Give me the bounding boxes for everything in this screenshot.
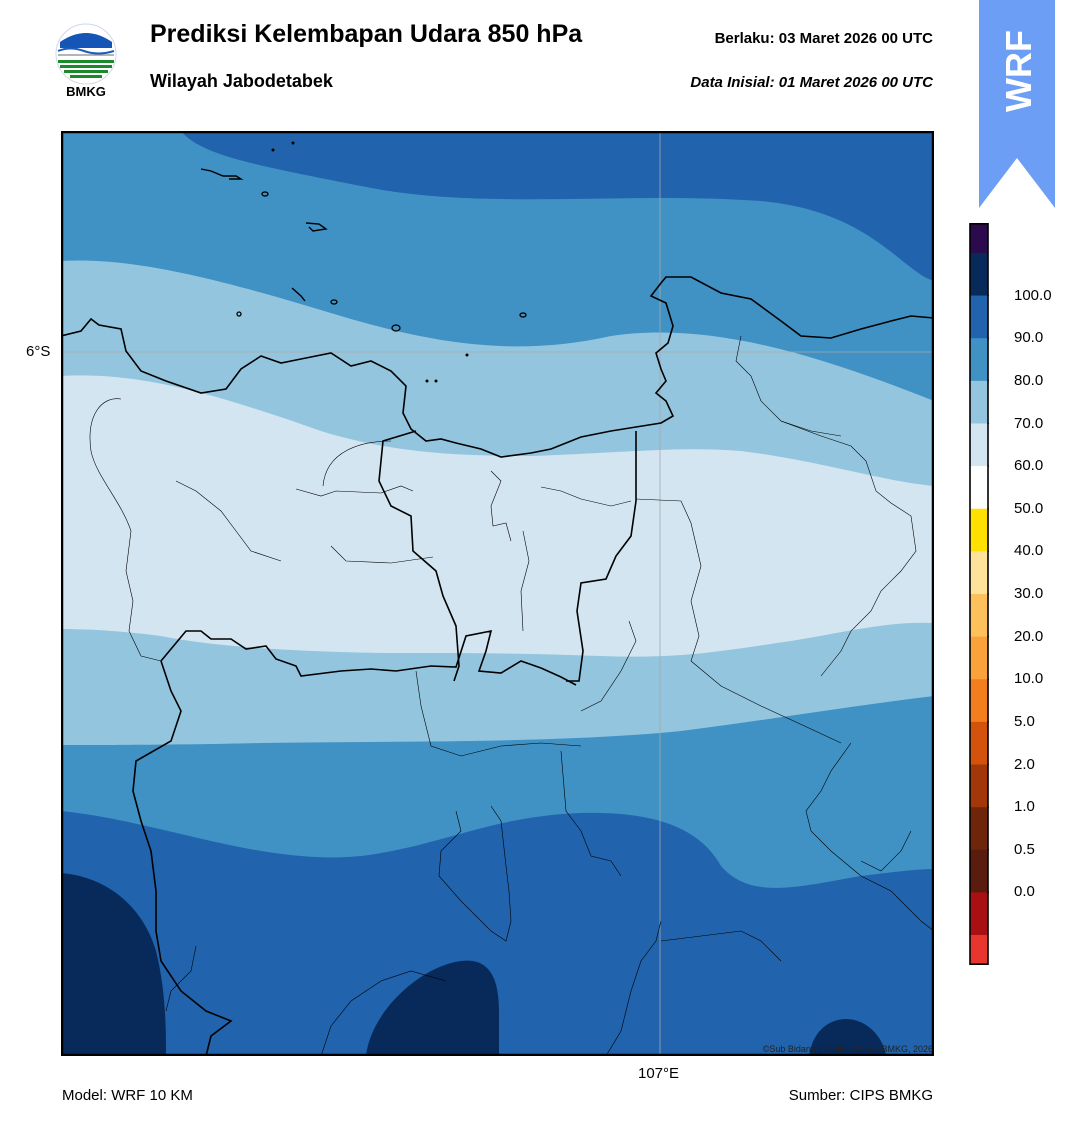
map-frame [61,131,934,1056]
longitude-label: 107°E [638,1065,680,1082]
colorbar-label: 30.0 [1014,585,1044,602]
colorbar-label: 40.0 [1014,542,1044,560]
province-boundary-south [160,629,577,686]
map-title: Prediksi Kelembapan Udara 850 hPa [150,20,583,48]
colorbar-label: 70.0 [1014,414,1044,432]
island-thousand-9 [465,353,469,357]
wrf-badge-text: WRF [998,30,1039,112]
colorbar-segment [970,679,988,723]
colorbar-segment [970,466,988,510]
colorbar [969,223,989,965]
island-thousand-3 [291,287,306,302]
island-thousand-8 [236,311,242,317]
island-thousand-4 [261,191,269,197]
island-thousand-13 [291,141,295,145]
humidity-band-80-90-north [181,131,934,281]
java-north-coastline [61,276,934,458]
regency-boundaries [89,335,934,1056]
colorbar-segment [970,508,988,552]
humidity-band-90-100-south [366,960,499,1056]
humidity-band-80-90-south [61,811,934,1056]
colorbar-label: 20.0 [1014,627,1044,645]
colorbar-segment-bottom [970,935,988,965]
colorbar-segment [970,636,988,680]
colorbar-segment [970,423,988,467]
colorbar-label: 80.0 [1014,371,1044,389]
colorbar-label: 5.0 [1014,712,1035,730]
wrf-badge: WRF [979,0,1055,208]
colorbar-segment [970,807,988,851]
colorbar-label: 90.0 [1014,329,1044,347]
colorbar-label: 0.0 [1014,883,1035,901]
island-thousand-5 [330,299,338,305]
colorbar-segment [970,338,988,382]
model-label: Model: WRF 10 KM [62,1087,193,1104]
colorbar-label: 10.0 [1014,670,1044,688]
humidity-band-90-100-southwest [61,873,166,1056]
island-thousand-7 [519,312,527,318]
region-subtitle: Wilayah Jabodetabek [150,71,333,91]
colorbar-segment [970,380,988,424]
island-thousand-1 [200,168,244,180]
province-boundary-east [566,431,637,682]
colorbar-segment-top [970,223,988,253]
valid-time: Berlaku: 03 Maret 2026 00 UTC [714,30,933,47]
colorbar-label: 60.0 [1014,457,1044,475]
province-boundary-west [378,430,460,682]
island-thousand-10 [425,379,429,383]
copyright-text: ©Sub Bidang Prediksi Cuaca BMKG, 2026 [762,1044,933,1054]
colorbar-segment [970,764,988,808]
colorbar-label: 50.0 [1014,499,1044,517]
initial-time: Data Inisial: 01 Maret 2026 00 UTC [690,74,933,91]
island-thousand-2 [305,222,328,232]
bmkg-logo-icon [55,23,117,85]
colorbar-label: 100.0 [1014,286,1052,304]
island-thousand-12 [271,148,275,152]
province-boundary-banten [132,660,233,1056]
colorbar-label: 1.0 [1014,798,1035,816]
colorbar-segment [970,849,988,893]
latitude-label: 6°S [26,343,51,360]
colorbar-label: 0.5 [1014,840,1035,858]
humidity-band-90-100-southeast [809,1019,886,1056]
humidity-map [61,131,934,1056]
colorbar-label: 2.0 [1014,755,1035,773]
colorbar-segment [970,892,988,936]
island-thousand-11 [434,379,438,383]
colorbar-segment [970,721,988,765]
source-label: Sumber: CIPS BMKG [788,1087,933,1104]
colorbar-segment [970,295,988,339]
colorbar-segment [970,594,988,637]
colorbar-segment [970,253,988,296]
island-thousand-6 [391,324,401,332]
colorbar-segment [970,551,988,595]
logo-text: BMKG [66,84,106,99]
humidity-band-50-60 [61,375,934,657]
